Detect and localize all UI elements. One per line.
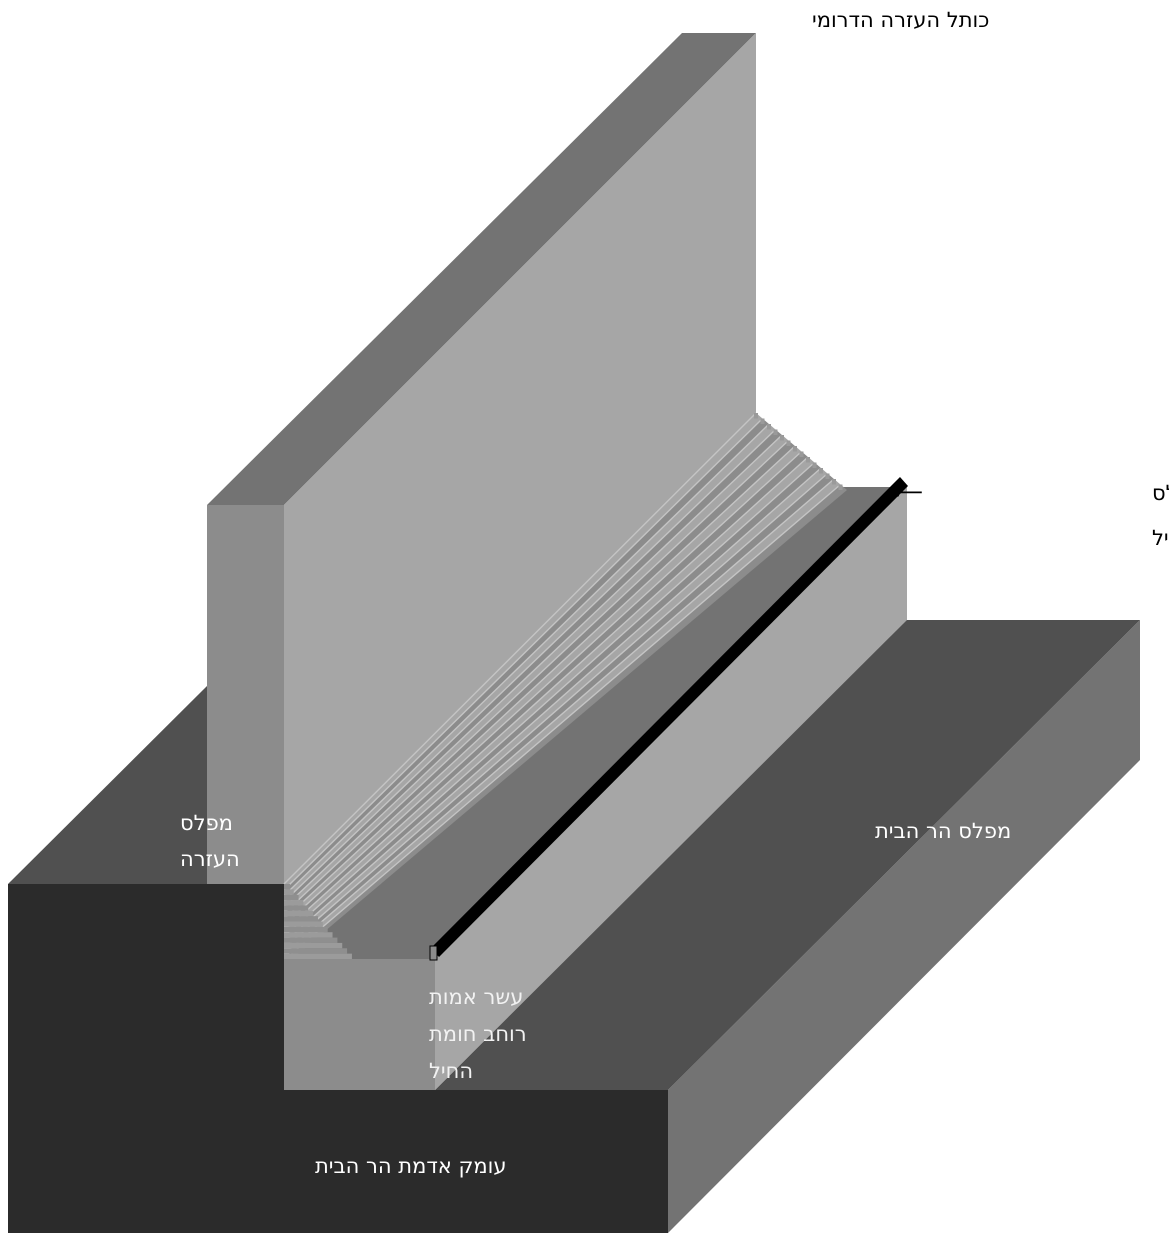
label-southern-azarah-wall: כותל העזרה הדרומי bbox=[812, 8, 989, 32]
chel-wall-block bbox=[284, 477, 908, 1090]
label-chel-width-line3: החיל bbox=[429, 1059, 473, 1083]
step-tread bbox=[286, 440, 795, 917]
label-azarah-level-line1: מפלס bbox=[180, 811, 233, 835]
step-riser bbox=[812, 462, 817, 468]
label-azarah-level-line2: העזרה bbox=[180, 847, 240, 871]
step-riser bbox=[780, 435, 784, 441]
azarah-platform-front bbox=[8, 884, 284, 1090]
label-temple-mount-level: מפלס הר הבית bbox=[875, 819, 1011, 843]
step-tread bbox=[289, 462, 822, 938]
step-riser bbox=[832, 479, 836, 485]
step-edge-line bbox=[290, 478, 835, 949]
step-riser bbox=[838, 484, 843, 490]
step-riser bbox=[754, 413, 758, 419]
step-edge-line bbox=[287, 450, 802, 923]
azarah-wall-top bbox=[207, 33, 756, 505]
step-edge-line bbox=[288, 461, 815, 933]
step-tread bbox=[286, 435, 789, 911]
arrow-left-icon: ⟵ bbox=[893, 480, 923, 504]
step-edge-line bbox=[286, 439, 789, 912]
step-tread bbox=[288, 451, 808, 927]
chel-steps bbox=[283, 412, 847, 959]
step-edge-line bbox=[289, 472, 828, 944]
southern-azarah-wall bbox=[207, 33, 756, 884]
step-front-profile bbox=[284, 884, 290, 890]
step-tread bbox=[284, 413, 763, 890]
step-tread bbox=[289, 468, 828, 943]
soreg-level-line bbox=[431, 477, 908, 957]
step-riser bbox=[806, 457, 810, 463]
step-edge-line bbox=[290, 483, 841, 955]
ground-front-face bbox=[8, 1090, 668, 1233]
step-tread bbox=[287, 446, 802, 922]
step-front-profile bbox=[284, 894, 299, 901]
chel-wall-side-face bbox=[435, 487, 907, 1090]
label-temple-mount-ground-depth: עומק אדמת הר הבית bbox=[315, 1154, 507, 1178]
step-front-profile bbox=[284, 905, 309, 911]
step-front-profile bbox=[284, 916, 318, 922]
labels: כותל העזרה הדרומי מפלס הסורג במפלס ⟵ שבת… bbox=[180, 8, 1169, 1178]
azarah-platform-block bbox=[8, 686, 284, 1090]
step-riser bbox=[793, 446, 797, 452]
step-front-profile bbox=[284, 889, 294, 895]
step-tread bbox=[290, 473, 834, 949]
step-front-profile bbox=[284, 910, 314, 917]
step-riser bbox=[773, 429, 778, 435]
step-riser bbox=[825, 473, 830, 479]
step-edge-line bbox=[286, 445, 796, 917]
step-riser bbox=[819, 468, 823, 474]
step-front-profile bbox=[284, 948, 348, 954]
step-front-profile bbox=[284, 942, 343, 949]
ground-right-side bbox=[668, 620, 1140, 1233]
step-tread bbox=[284, 418, 769, 895]
step-front-profile bbox=[284, 921, 323, 927]
soreg-line-end bbox=[429, 945, 438, 961]
temple-mount-ground-block bbox=[8, 620, 1140, 1233]
step-edge-line bbox=[285, 428, 776, 901]
chel-wall-top bbox=[284, 487, 907, 959]
step-front-profile bbox=[284, 932, 333, 938]
step-front-profile bbox=[284, 953, 352, 959]
temple-mount-level-surface bbox=[435, 620, 1140, 1090]
azarah-wall-front-face bbox=[207, 505, 284, 884]
step-tread bbox=[291, 484, 847, 959]
step-tread bbox=[285, 429, 782, 906]
step-edge-line bbox=[283, 412, 757, 885]
step-tread bbox=[290, 479, 841, 954]
step-edge-line bbox=[289, 467, 822, 939]
label-chel-width-line1: עשר אמות bbox=[429, 985, 523, 1009]
step-edge-line bbox=[285, 434, 783, 906]
step-tread bbox=[288, 457, 815, 933]
step-riser bbox=[799, 451, 804, 457]
step-riser bbox=[767, 424, 771, 430]
step-edge-line bbox=[284, 418, 763, 890]
label-soreg-level-line2: שבתחתית מדרגות החיל bbox=[1152, 526, 1169, 550]
step-riser bbox=[786, 440, 791, 446]
step-riser bbox=[760, 418, 765, 424]
label-chel-width-line2: רוחב חומת bbox=[429, 1022, 527, 1046]
azarah-wall-side-face bbox=[284, 33, 756, 884]
step-edge-line bbox=[284, 423, 770, 896]
step-front-profile bbox=[284, 937, 338, 943]
step-front-profile bbox=[284, 926, 328, 933]
step-tread bbox=[285, 424, 776, 901]
azarah-level-top bbox=[8, 686, 207, 884]
label-soreg-level-line1: מפלס הסורג במפלס bbox=[1152, 481, 1169, 505]
chel-wall-front-face bbox=[284, 959, 435, 1090]
step-edge-line bbox=[288, 456, 809, 928]
step-front-profile bbox=[284, 900, 304, 906]
